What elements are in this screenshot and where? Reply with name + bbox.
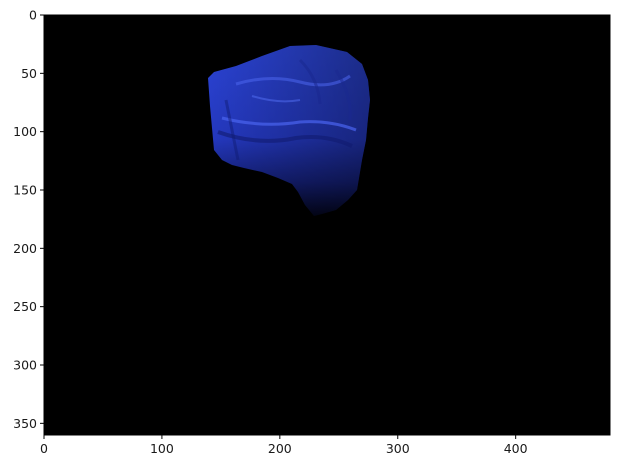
- y-tick-label: 300: [13, 358, 37, 373]
- x-tick-label: 400: [504, 441, 528, 456]
- axes-frame: [43, 14, 611, 436]
- x-tick-label: 0: [40, 441, 48, 456]
- x-axis: 0 100 200 300 400: [40, 435, 528, 456]
- y-tick-label: 250: [13, 299, 37, 314]
- y-axis: 0 50 100 150 200 250 300 350: [13, 8, 44, 431]
- blue-bag-object: [208, 45, 370, 216]
- y-tick-label: 200: [13, 241, 37, 256]
- y-tick-label: 50: [21, 66, 37, 81]
- y-tick-label: 100: [13, 124, 37, 139]
- y-tick-label: 0: [29, 8, 37, 23]
- x-tick-label: 100: [150, 441, 174, 456]
- y-tick-label: 350: [13, 416, 37, 431]
- y-tick-label: 150: [13, 183, 37, 198]
- x-tick-label: 200: [268, 441, 292, 456]
- x-tick-label: 300: [386, 441, 410, 456]
